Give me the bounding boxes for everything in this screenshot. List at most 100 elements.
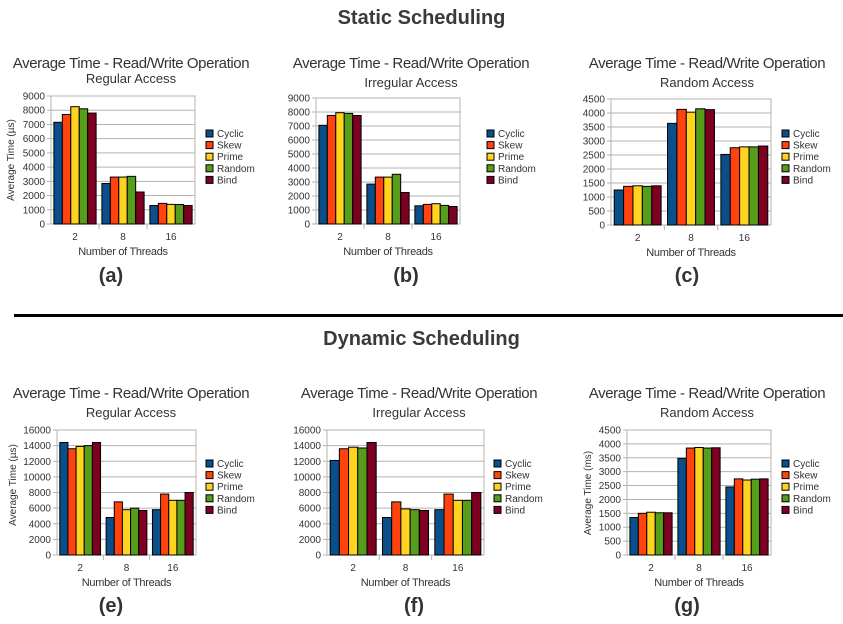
chart-a-legend-swatch-bind	[205, 175, 214, 184]
chart-b-y-tick-label: 8000	[288, 108, 311, 119]
chart-e-y-tick-label: 4000	[29, 519, 52, 530]
chart-g-x-tick-label: 2	[648, 563, 654, 574]
chart-b-y-tick-label: 0	[304, 220, 310, 231]
chart-a-y-tick-label: 8000	[23, 106, 46, 117]
chart-b-bar-cyclic-16	[414, 205, 424, 225]
chart-c-bar-bind-16	[757, 145, 769, 226]
chart-f-legend-swatch-bind	[493, 505, 502, 514]
chart-e-x-tick-label: 16	[167, 563, 179, 574]
chart-g-x-axis-label: Number of Threads	[654, 577, 744, 589]
chart-g-bar-skew-2	[637, 512, 648, 556]
chart-a-bar-skew-2	[61, 113, 72, 225]
chart-e-legend-swatch-skew	[205, 471, 214, 480]
chart-e-x-axis-label: Number of Threads	[82, 577, 172, 589]
chart-c-bar-prime-2	[632, 185, 643, 226]
chart-a-bar-prime-2	[70, 106, 80, 225]
chart-e-y-tick-label: 10000	[23, 472, 51, 483]
chart-f-legend-swatch-prime	[493, 482, 502, 491]
chart-g-legend-swatch-cyclic	[781, 459, 790, 468]
chart-c-x-axis-label: Number of Threads	[646, 247, 736, 259]
chart-f-panel-label: (f)	[404, 595, 424, 617]
chart-f-bar-prime-8	[400, 508, 411, 556]
chart-g-y-tick-label: 1000	[599, 523, 622, 534]
chart-a-bar-random-16	[174, 204, 185, 225]
chart-a-bar-skew-16	[157, 202, 168, 225]
chart-f-y-tick-label: 4000	[299, 519, 322, 530]
chart-b-y-tick-label: 4000	[288, 164, 311, 175]
chart-e-legend-label-random: Random	[217, 494, 255, 505]
chart-b-bar-bind-2	[352, 115, 362, 225]
chart-b-y-tick-label: 3000	[288, 178, 311, 189]
chart-g-bar-prime-16	[742, 479, 752, 556]
chart-g-legend-label-cyclic: Cyclic	[793, 459, 820, 470]
chart-g-y-tick-label: 1500	[599, 509, 622, 520]
chart-f-y-tick-label: 8000	[299, 488, 322, 499]
chart-e-legend-swatch-random	[205, 494, 214, 503]
chart-g-bar-bind-16	[759, 478, 769, 556]
chart-a-bar-bind-8	[135, 191, 145, 225]
chart-f-y-tick-label: 16000	[293, 426, 321, 437]
chart-e-bar-bind-8	[138, 509, 148, 556]
chart-e-title: Average Time - Read/Write Operation	[13, 385, 249, 402]
chart-f-y-tick-label: 6000	[299, 504, 322, 515]
chart-e-bar-prime-8	[121, 509, 132, 556]
chart-c-y-tick-label: 1500	[583, 179, 606, 190]
chart-b-x-tick-label: 8	[385, 232, 391, 243]
chart-b-bar-prime-16	[431, 203, 441, 225]
chart-g-y-tick-label: 4500	[599, 426, 622, 437]
chart-c-legend-label-prime: Prime	[793, 152, 820, 163]
chart-b-legend-label-bind: Bind	[498, 175, 518, 186]
chart-f-legend-label-bind: Bind	[505, 505, 525, 516]
chart-g-bar-cyclic-16	[725, 486, 735, 556]
chart-a-y-tick-label: 9000	[23, 92, 46, 103]
static-scheduling-title: Static Scheduling	[337, 7, 506, 29]
chart-b-bar-random-2	[343, 112, 354, 225]
chart-g-subtitle: Random Access	[660, 405, 754, 420]
chart-a-y-tick-label: 5000	[23, 148, 46, 159]
chart-e-x-tick-label: 2	[77, 563, 83, 574]
chart-e-subtitle: Regular Access	[86, 405, 177, 420]
chart-f-legend-label-random: Random	[505, 494, 543, 505]
chart-g-bar-skew-16	[733, 478, 744, 556]
chart-f-title: Average Time - Read/Write Operation	[301, 385, 537, 402]
chart-c-x-tick-label: 8	[688, 233, 694, 244]
chart-c-y-tick-label: 2500	[583, 151, 606, 162]
chart-c-bar-bind-2	[651, 185, 662, 226]
chart-a-x-tick-label: 8	[120, 232, 126, 243]
chart-a-x-tick-label: 2	[72, 232, 78, 243]
chart-c-legend-label-cyclic: Cyclic	[793, 129, 820, 140]
chart-a-y-tick-label: 4000	[23, 163, 46, 174]
chart-b-bar-bind-16	[448, 206, 458, 225]
chart-c-y-tick-label: 4500	[583, 95, 606, 106]
chart-f-subtitle: Irregular Access	[372, 405, 466, 420]
chart-e-bar-cyclic-2	[59, 442, 69, 556]
chart-g-bar-prime-2	[646, 511, 656, 556]
chart-a-legend-label-bind: Bind	[217, 175, 237, 186]
chart-e-bar-skew-8	[113, 501, 123, 556]
chart-b-legend-label-skew: Skew	[498, 141, 523, 152]
chart-f-bar-bind-16	[471, 492, 482, 556]
chart-b-subtitle: Irregular Access	[364, 75, 458, 90]
chart-a-bar-cyclic-16	[149, 205, 159, 225]
chart-b-y-tick-label: 9000	[288, 94, 311, 105]
chart-c-bar-random-2	[641, 185, 653, 226]
chart-e-bar-bind-2	[91, 442, 102, 556]
chart-e-legend-label-prime: Prime	[217, 482, 244, 493]
chart-f-y-tick-label: 10000	[293, 472, 321, 483]
chart-c-bar-cyclic-8	[667, 122, 678, 226]
chart-b-title: Average Time - Read/Write Operation	[293, 55, 529, 72]
chart-b-bar-skew-8	[374, 176, 385, 225]
chart-g-bar-bind-2	[663, 512, 673, 556]
chart-c-panel-label: (c)	[675, 265, 699, 287]
chart-f-legend-label-cyclic: Cyclic	[505, 459, 532, 470]
chart-b-y-tick-label: 5000	[288, 150, 311, 161]
chart-e-bar-prime-2	[75, 445, 85, 556]
chart-a-x-tick-label: 16	[165, 232, 177, 243]
chart-b-y-tick-label: 2000	[288, 192, 311, 203]
chart-a-x-axis-label: Number of Threads	[78, 246, 168, 258]
chart-c-legend-label-skew: Skew	[793, 141, 818, 152]
chart-a-y-tick-label: 1000	[23, 205, 46, 216]
chart-a-legend-swatch-skew	[205, 141, 214, 150]
chart-a-y-tick-label: 0	[39, 220, 45, 231]
chart-e-bar-bind-16	[184, 492, 194, 556]
